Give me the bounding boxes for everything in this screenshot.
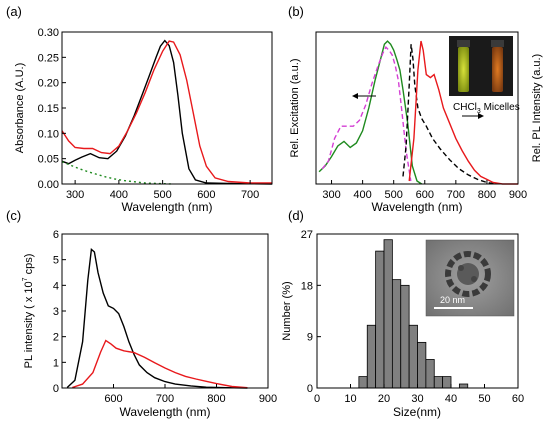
panel-d-xtick-label: 30 <box>411 393 423 405</box>
panel-b-xtick-label: 400 <box>353 189 371 201</box>
panel-a-ytick-label: 0.15 <box>38 103 59 115</box>
histogram-bar <box>433 376 444 389</box>
panel-label-b: (b) <box>288 4 304 19</box>
pl-arrow <box>462 113 484 119</box>
panel-d-xtick-label: 60 <box>512 393 524 405</box>
panel-b-series-line-0 <box>318 40 423 185</box>
panel-a-frame <box>61 31 273 185</box>
panel-d-bars <box>358 239 469 389</box>
panel-a-xtick-label: 400 <box>110 189 128 201</box>
panel-b-frame <box>315 31 519 185</box>
panel-b-xtick-label: 600 <box>416 189 434 201</box>
panel-c-ylabel: PL intensity ( x 107 cps) <box>22 254 35 369</box>
panel-label-a: (a) <box>6 4 22 19</box>
panel-b: 300 400 500 600 700 800 900 Wavelength (nm) Re… <box>289 31 543 214</box>
panel-d-ytick-label: 27 <box>301 229 313 241</box>
histogram-bar <box>458 383 469 389</box>
histogram-bar <box>366 324 377 389</box>
panel-a-ytick-label: 0.05 <box>38 154 59 166</box>
panel-c-ytick-label: 3 <box>53 306 59 318</box>
panel-b-series <box>318 40 518 185</box>
panel-d-ytick-label: 9 <box>307 332 313 344</box>
panel-d-ytick-label: 0 <box>307 383 313 395</box>
panel-c-frame <box>61 233 269 389</box>
histogram-bar <box>425 359 435 389</box>
panel-b-xlabel: Wavelength (nm) <box>372 200 463 214</box>
panel-d-xlabel: Size(nm) <box>393 405 441 419</box>
histogram-bar <box>408 324 418 389</box>
panel-a-ytick-label: 0.25 <box>38 52 59 64</box>
panel-c-series-line-1 <box>72 339 248 389</box>
panel-b-ylabel-left: Rel. Excitation (a.u.) <box>289 58 301 157</box>
panel-c-xtick-label: 900 <box>259 393 277 405</box>
panel-label-d: (d) <box>288 208 304 223</box>
panel-a-ticks: 300 400 500 600 700 0.00 0.05 0.10 0.15 0.20 0.25 0… <box>38 27 260 201</box>
panel-c-xtick-label: 700 <box>156 393 174 405</box>
histogram-bar <box>375 250 385 389</box>
histogram-bar <box>400 284 410 389</box>
tem-inset: 20 nm <box>425 239 515 317</box>
panel-d-ticks: 0 10 20 30 40 50 60 0 9 18 27 <box>301 229 524 405</box>
panel-a-xtick-label: 500 <box>153 189 171 201</box>
excitation-arrow <box>352 93 376 99</box>
panel-d-xtick-label: 40 <box>445 393 457 405</box>
panel-b-xtick-label: 900 <box>509 189 527 201</box>
panel-a-ylabel: Absorbance (A.U.) <box>14 63 26 153</box>
panel-a-ytick-label: 0.20 <box>38 78 59 90</box>
panel-b-xtick-label: 800 <box>478 189 496 201</box>
panel-a: 300 400 500 600 700 0.00 0.05 0.10 0.15 0.20 0.25 0… <box>14 27 273 214</box>
panel-d-xtick-label: 10 <box>344 393 356 405</box>
panel-a-xtick-label: 600 <box>197 189 215 201</box>
panel-a-ytick-label: 0.10 <box>38 128 59 140</box>
histogram-bar <box>442 376 452 389</box>
histogram-bar <box>417 341 427 389</box>
vial-photo <box>449 36 513 96</box>
panel-c-ytick-label: 2 <box>53 332 59 344</box>
panel-b-series-line-3 <box>408 40 518 185</box>
panel-a-ytick-label: 0.00 <box>38 179 59 191</box>
panel-c: 600 700 800 900 0 1 2 3 4 5 6 Wavelength (nm) PL i… <box>22 229 277 419</box>
panel-d-ytick-label: 18 <box>301 280 313 292</box>
panel-a-xtick-label: 300 <box>66 189 84 201</box>
panel-a-series-line-2 <box>61 161 172 185</box>
panel-b-ticks: 300 400 500 600 700 800 900 <box>322 180 527 201</box>
panel-d-ylabel: Number (%) <box>281 281 293 340</box>
panel-b-xtick-label: 300 <box>322 189 340 201</box>
panel-a-xtick-label: 700 <box>241 189 259 201</box>
panel-a-xlabel: Wavelength (nm) <box>122 200 213 214</box>
panel-a-series <box>61 39 273 185</box>
panel-b-series-line-2 <box>402 44 497 185</box>
panel-c-xlabel: Wavelength (nm) <box>120 405 211 419</box>
histogram-bar <box>358 376 368 389</box>
panel-c-series <box>66 248 248 389</box>
panel-d-xtick-label: 20 <box>378 393 390 405</box>
histogram-bar <box>391 279 402 389</box>
panel-b-annotation: CHCl3 Micelles <box>453 102 520 115</box>
panel-c-ytick-label: 0 <box>53 383 59 395</box>
panel-c-ytick-label: 4 <box>53 280 59 292</box>
panel-c-ytick-label: 1 <box>53 357 59 369</box>
scale-bar-label: 20 nm <box>440 295 465 305</box>
panel-c-ticks: 600 700 800 900 0 1 2 3 4 5 6 <box>53 229 277 405</box>
histogram-bar <box>383 239 393 389</box>
panel-b-ylabel-right: Rel. PL Intensity (a.u.) <box>531 54 543 162</box>
panel-a-ytick-label: 0.30 <box>38 27 59 39</box>
panel-c-xtick-label: 600 <box>104 393 122 405</box>
panel-c-series-line-0 <box>66 248 248 389</box>
panel-a-series-line-0 <box>61 39 273 185</box>
panel-label-c: (c) <box>6 208 21 223</box>
panel-b-xtick-label: 700 <box>447 189 465 201</box>
panel-d-xtick-label: 0 <box>314 393 320 405</box>
panel-a-series-line-1 <box>61 40 272 184</box>
panel-c-ytick-label: 5 <box>53 255 59 267</box>
panel-c-xtick-label: 800 <box>207 393 225 405</box>
panel-d-xtick-label: 50 <box>478 393 490 405</box>
panel-c-ytick-label: 6 <box>53 229 59 241</box>
panel-b-xtick-label: 500 <box>385 189 403 201</box>
